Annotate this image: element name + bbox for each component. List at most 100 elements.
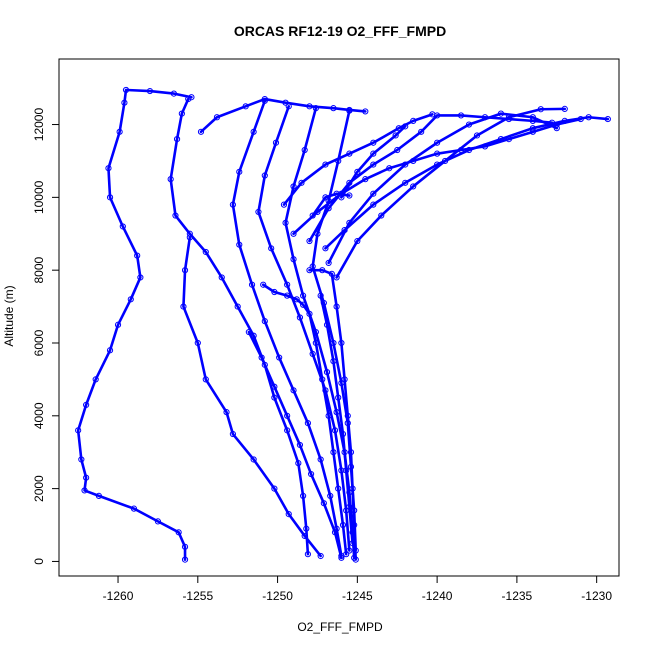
data-point: [180, 303, 187, 310]
data-point: [362, 176, 369, 183]
data-point: [300, 492, 307, 499]
data-point: [106, 194, 114, 201]
data-point: [577, 115, 584, 123]
data-point: [258, 354, 265, 361]
data-point: [328, 270, 335, 277]
series-trace: [199, 97, 367, 134]
data-point: [402, 123, 409, 130]
data-point: [394, 146, 401, 154]
data-point: [229, 201, 236, 208]
data-point: [285, 103, 292, 110]
data-point: [317, 456, 324, 463]
data-point: [325, 412, 332, 419]
data-point: [331, 427, 339, 434]
data-point: [284, 427, 291, 434]
series-trace: [308, 268, 358, 561]
data-point: [338, 339, 345, 347]
x-tick-label: -1260: [103, 589, 134, 603]
data-point: [303, 525, 310, 532]
data-point: [181, 267, 189, 274]
data-point: [346, 150, 353, 157]
chart-title: ORCAS RF12-19 O2_FFF_FMPD: [234, 23, 446, 39]
data-point: [434, 150, 441, 157]
data-point: [312, 339, 319, 347]
data-point: [185, 95, 192, 103]
data-point: [370, 190, 377, 197]
data-point: [188, 94, 195, 101]
data-point: [202, 376, 209, 383]
data-point: [236, 241, 243, 248]
series-trace: [257, 105, 351, 552]
x-axis: -1260 -1255 -1250 -1245 -1240 -1235 -1230: [103, 575, 612, 603]
data-point: [306, 103, 313, 110]
data-point: [322, 194, 329, 201]
data-point: [121, 99, 128, 106]
data-point: [339, 430, 347, 438]
data-point: [306, 267, 313, 274]
data-point: [290, 183, 297, 190]
data-point: [245, 328, 252, 336]
y-tick-label: 6000: [32, 329, 46, 356]
data-point: [370, 201, 377, 208]
data-point: [604, 115, 611, 123]
data-point: [354, 168, 361, 175]
y-tick-label: 8000: [32, 256, 46, 283]
data-point: [343, 467, 350, 474]
data-point: [280, 201, 288, 208]
data-point: [312, 105, 319, 112]
data-point: [276, 354, 283, 361]
data-point: [236, 168, 243, 175]
y-axis-label: Altitude (m): [2, 285, 16, 346]
data-point: [178, 110, 185, 117]
data-point: [223, 409, 230, 416]
data-point: [282, 219, 289, 226]
data-point: [325, 259, 332, 266]
data-point: [497, 110, 505, 117]
data-point: [170, 90, 177, 97]
data-point: [271, 383, 278, 390]
data-point: [261, 318, 268, 325]
data-point: [529, 128, 536, 135]
data-point: [330, 358, 337, 365]
data-point: [81, 487, 88, 494]
data-point: [410, 157, 417, 165]
data-point: [327, 492, 334, 499]
series-trace: [169, 97, 310, 556]
series-trace: [182, 236, 322, 558]
data-point: [296, 314, 304, 321]
data-point: [370, 139, 377, 146]
data-point: [92, 376, 99, 383]
data-point: [330, 449, 337, 456]
y-tick-label: 4000: [32, 402, 46, 429]
x-tick-label: -1230: [581, 589, 612, 603]
x-tick-label: -1250: [262, 589, 293, 603]
series-trace: [231, 99, 343, 558]
series-12: [317, 292, 356, 547]
data-point: [114, 321, 122, 328]
data-point: [362, 108, 369, 115]
data-point: [137, 274, 144, 281]
data-point: [255, 208, 262, 216]
data-point: [585, 114, 592, 121]
data-point: [296, 441, 304, 449]
data-point: [285, 511, 292, 518]
data-point: [352, 556, 359, 563]
data-point: [331, 529, 339, 536]
data-point: [333, 274, 340, 281]
data-point: [146, 87, 154, 95]
data-point: [306, 310, 313, 317]
data-point: [250, 456, 257, 463]
data-point: [370, 150, 377, 157]
data-point: [300, 292, 307, 299]
y-tick-label: 0: [32, 558, 46, 565]
data-point: [473, 132, 481, 139]
data-point: [333, 303, 340, 310]
data-point: [181, 556, 189, 563]
data-point: [261, 172, 268, 179]
data-point: [271, 485, 278, 492]
data-point: [392, 132, 399, 139]
data-point: [354, 237, 361, 245]
data-point: [402, 179, 409, 186]
data-point: [105, 165, 112, 172]
